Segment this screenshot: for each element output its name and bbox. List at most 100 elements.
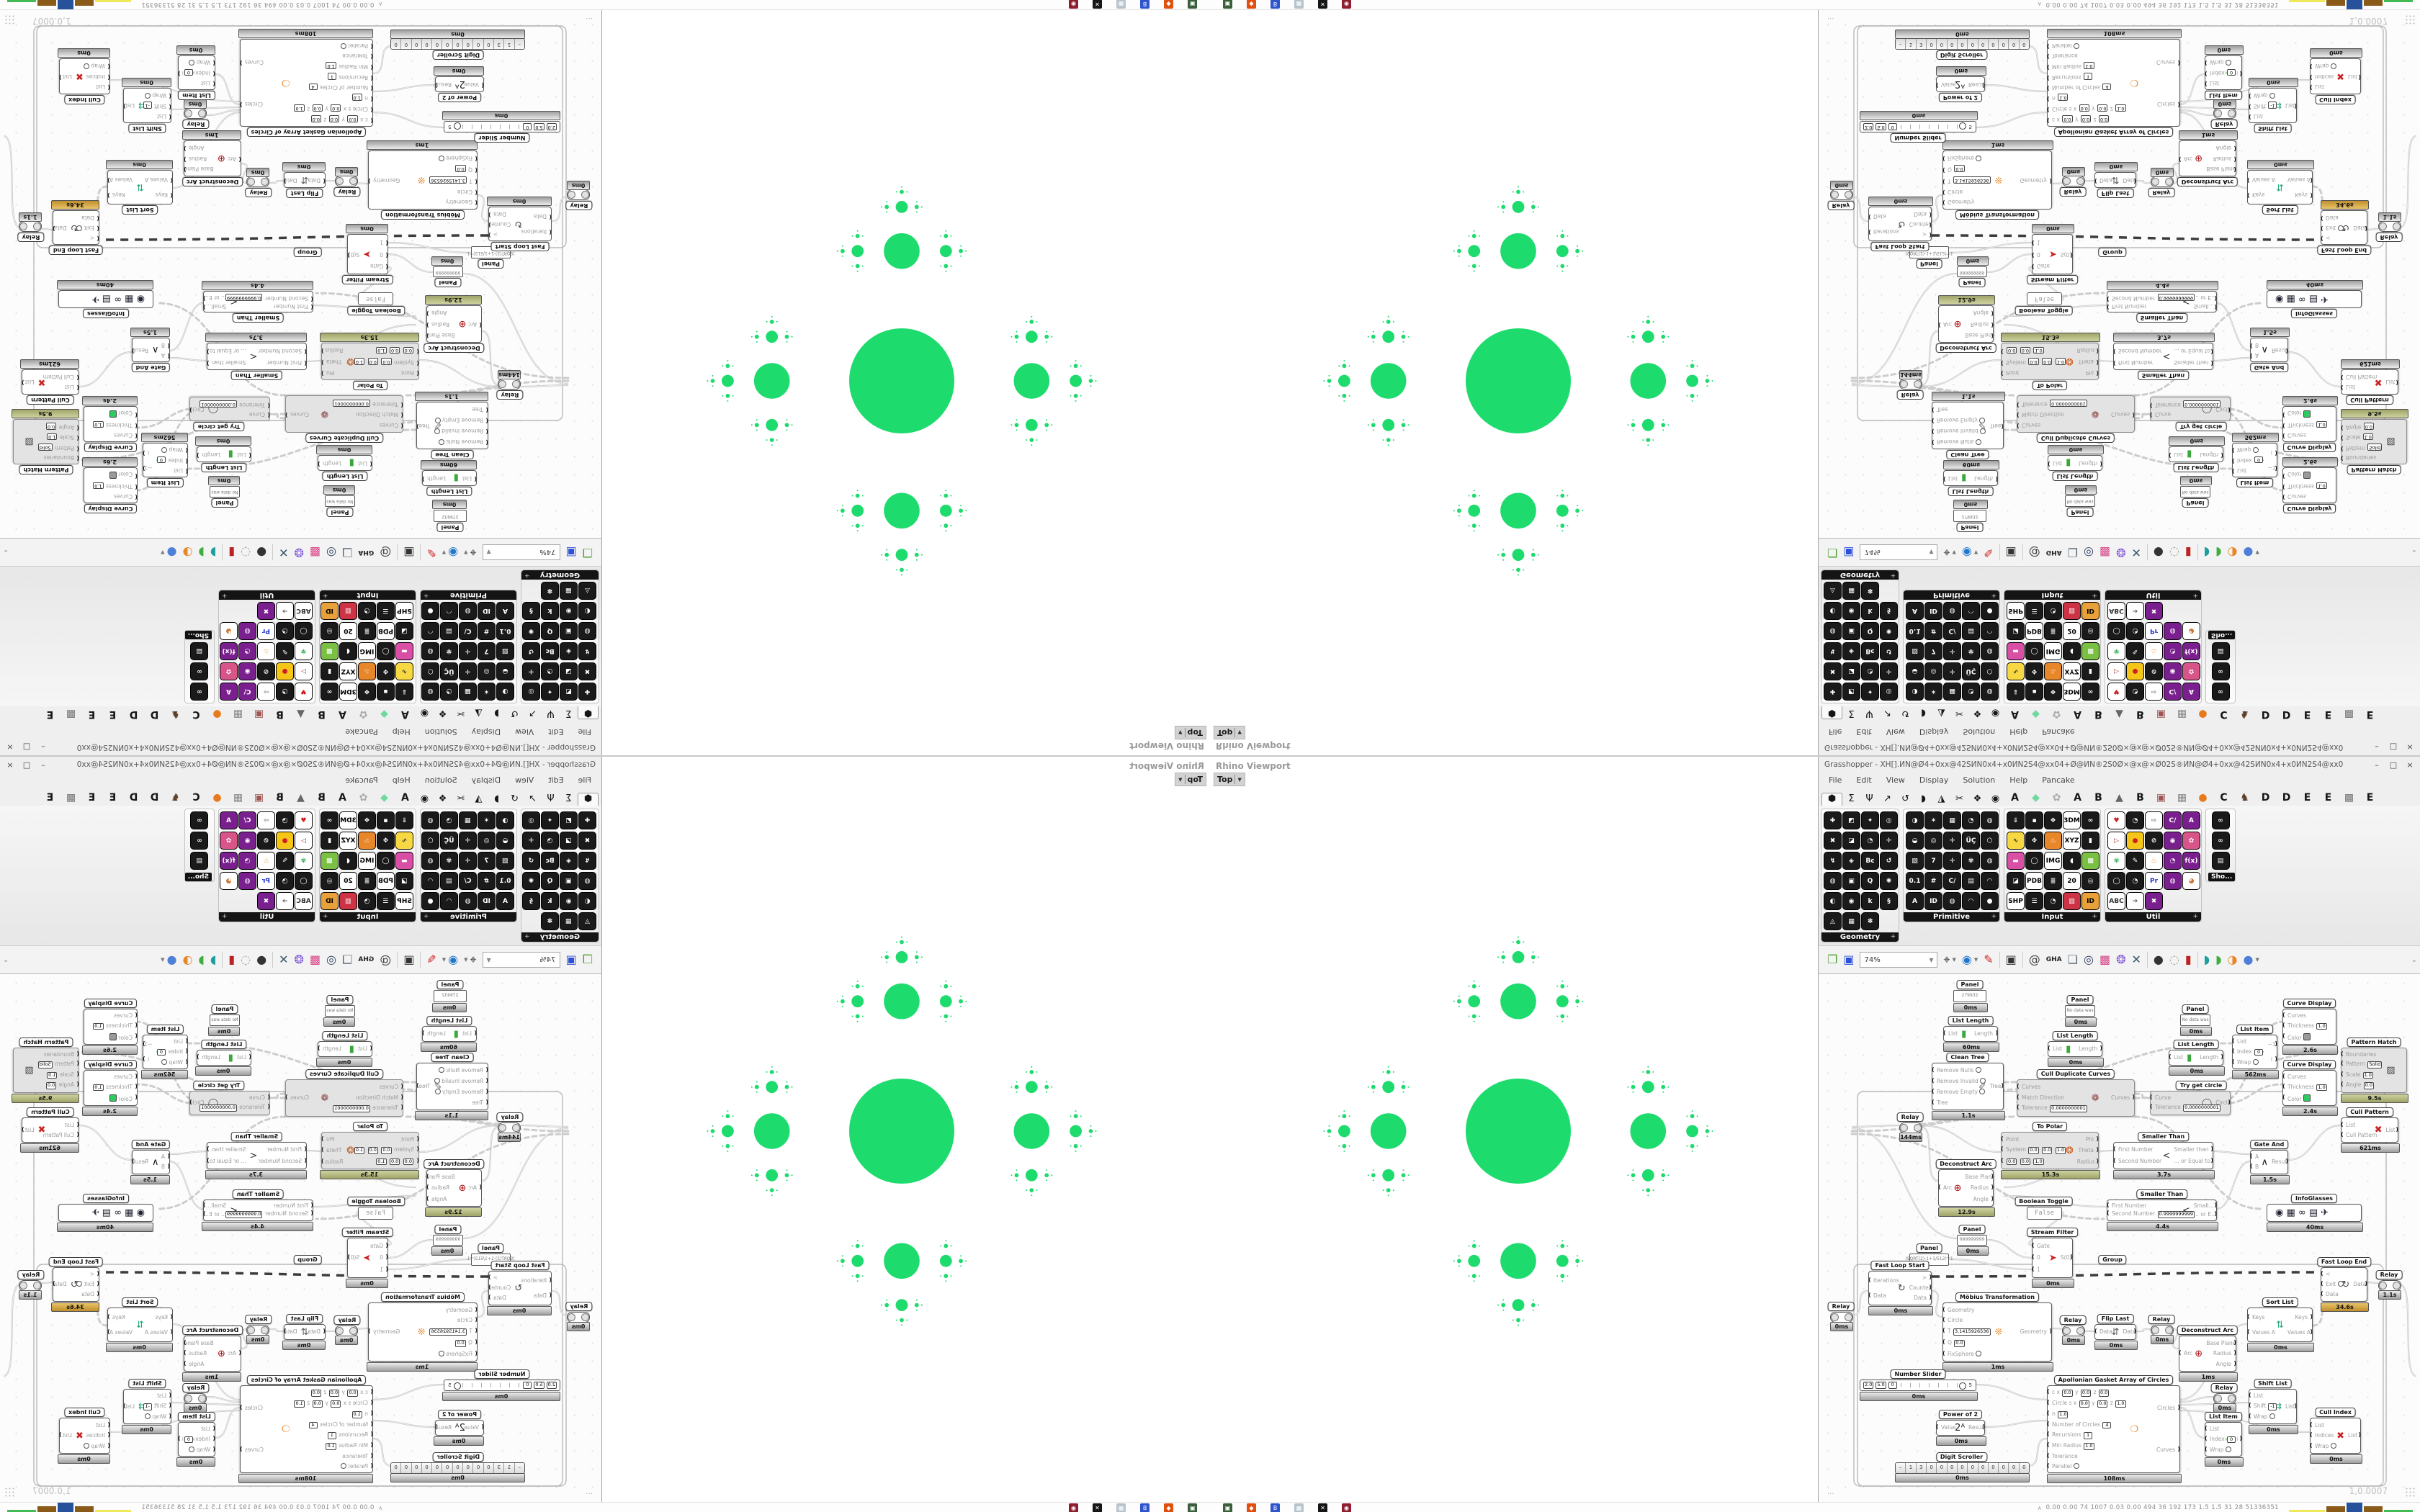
input-param[interactable]: Arc	[1943, 320, 1952, 328]
tab-intersect[interactable]: ✂	[457, 708, 465, 719]
palette-header-util[interactable]: Util +	[2105, 912, 2201, 922]
output-param[interactable]: S(0)	[349, 1254, 359, 1261]
input-param[interactable]: Wrap	[189, 59, 210, 66]
input-param[interactable]: Q 0.0	[429, 165, 472, 173]
component-icon[interactable]: 0.1	[1906, 622, 1924, 640]
component-icon[interactable]: ◔	[238, 642, 256, 660]
output-param[interactable]: Phi	[2077, 1135, 2099, 1143]
node-label[interactable]: Number Slider	[1890, 1369, 1946, 1379]
input-param[interactable]: Curves	[2287, 432, 2316, 438]
output-param[interactable]: i	[148, 1056, 152, 1063]
relay-node[interactable]	[2151, 1325, 2174, 1336]
output-param[interactable]: List	[2386, 1126, 2399, 1133]
component-icon[interactable]: ▦	[560, 582, 578, 600]
component-infoglasses[interactable]: ◉ ▦ ∞ ▤ ✈	[58, 1204, 153, 1222]
output-param[interactable]: Theta	[326, 1147, 343, 1153]
component-flip-last[interactable]: Data⇵Data	[284, 172, 326, 188]
output-param[interactable]: −1	[2268, 1040, 2279, 1048]
component-shift-list[interactable]: ListShift -1Wrap ⇉List	[2249, 1389, 2297, 1424]
component-icon[interactable]: ✦	[541, 811, 559, 829]
output-param[interactable]: Keys	[2287, 1313, 2313, 1320]
tab-surface[interactable]: ◗	[1921, 793, 1926, 804]
show-panel-icon[interactable]: ∞	[190, 811, 209, 829]
input-param[interactable]: c x 0.0 y 0.0 z 0.0	[2047, 1388, 2127, 1397]
component-icon[interactable]: IMG	[2044, 852, 2062, 870]
toolbar-icon-18[interactable]: ◌	[241, 953, 251, 966]
slider-setting[interactable]: 0	[1888, 123, 1897, 130]
component-icon[interactable]: ✚	[1824, 683, 1842, 701]
input-param[interactable]: <	[82, 234, 94, 241]
component-icon[interactable]: 3DM	[339, 811, 357, 829]
input-param[interactable]: Scale 1.0	[2341, 1071, 2383, 1079]
input-param[interactable]: Curves	[2017, 1083, 2088, 1090]
component-icon[interactable]: ◑	[496, 683, 514, 701]
input-param[interactable]: Index 0	[2210, 68, 2236, 76]
component-icon[interactable]: ◩	[560, 683, 578, 701]
node-label[interactable]: Panel	[1956, 980, 1984, 989]
output-param[interactable]: Curves	[2156, 58, 2175, 66]
output-param[interactable]: Values A	[109, 1329, 133, 1336]
component-icon[interactable]: ▪	[377, 683, 395, 701]
plugin-tab-10[interactable]: C	[192, 792, 200, 804]
input-param[interactable]: Data	[2099, 176, 2112, 184]
input-param[interactable]: Curve	[222, 411, 265, 418]
component-icon[interactable]: ◍	[1981, 642, 1999, 660]
component-icon[interactable]: ◎	[478, 662, 496, 680]
component-deconstruct-arc[interactable]: Arc⊕Base PlaneRadiusAngle	[2179, 1336, 2236, 1372]
input-param[interactable]: Values A	[2247, 1328, 2275, 1336]
taskbar-app-icon-3[interactable]: ▦	[1294, 1503, 1304, 1512]
taskbar-app-icon-2[interactable]: B	[1270, 0, 1280, 9]
component-icon[interactable]: ◍	[1824, 622, 1842, 640]
component-icon[interactable]: #	[478, 622, 496, 640]
plugin-tab-15[interactable]: E	[2324, 792, 2332, 804]
taskbar-app-icon-1[interactable]: ◆	[1247, 0, 1256, 9]
node-label[interactable]: Relay	[17, 1270, 45, 1279]
component-smaller-than[interactable]: First NumberSecond Number<Smaller than..…	[207, 343, 307, 370]
component-icon[interactable]: ⇓	[395, 683, 413, 701]
component-icon[interactable]: ◠	[1981, 872, 1999, 890]
node-label[interactable]: Relay	[496, 390, 524, 400]
component-icon[interactable]: ♨	[2145, 852, 2163, 870]
input-param[interactable]: Circle s x 0.0 y 0.0 z 1.0	[2047, 1399, 2127, 1408]
plugin-tab-8[interactable]: ▦	[233, 708, 243, 720]
plugin-tab-5[interactable]: ▲	[297, 708, 305, 720]
component-cull-duplicate-curves[interactable]: CurvesMatch DirectionTolerance 0.0000000…	[285, 1079, 403, 1117]
plugin-tab-5[interactable]: ▲	[2115, 792, 2123, 804]
input-param[interactable]: List	[2254, 112, 2270, 120]
input-param[interactable]: List	[1948, 474, 1958, 482]
node-label[interactable]: Digit Scroller	[1935, 50, 1988, 60]
component-icon[interactable]: ☰	[2025, 892, 2043, 910]
tab-transform[interactable]: ❖	[1973, 793, 1982, 804]
component-icon[interactable]: ◪	[2007, 872, 2025, 890]
component-icon[interactable]: ▨	[1906, 642, 1924, 660]
node-label[interactable]: Cull Index	[64, 95, 105, 104]
component-icon[interactable]: ∞	[2081, 811, 2099, 829]
output-param[interactable]: Radius	[325, 347, 343, 354]
node-label[interactable]: Apollonian Gasket Array of Circles	[246, 1375, 367, 1385]
output-param[interactable]: ... or Equal to	[210, 347, 246, 354]
output-param[interactable]: Smaller than	[212, 359, 246, 366]
input-param[interactable]: Circle	[429, 188, 472, 195]
panel-node[interactable]: 999999999	[1957, 266, 1987, 277]
toolbar-icon-4[interactable]: ◉	[1961, 953, 1972, 966]
digit-cell[interactable]: 0	[432, 39, 443, 49]
tab-curve[interactable]: ↺	[511, 708, 519, 719]
relay-node[interactable]	[1830, 189, 1853, 200]
component-icon[interactable]: ✛	[522, 832, 540, 850]
component-icon[interactable]: ◠	[421, 622, 439, 640]
output-param[interactable]: Geometry	[2020, 176, 2047, 184]
menu-file[interactable]: File	[1829, 727, 1842, 737]
component-icon[interactable]: ◠	[1962, 892, 1980, 910]
output-param[interactable]: Length	[323, 1045, 341, 1052]
component-icon[interactable]: ◈	[560, 642, 578, 660]
component-icon[interactable]: ➔	[276, 602, 294, 620]
component-icon[interactable]: ✛	[1880, 662, 1898, 680]
input-param[interactable]: Point	[358, 369, 414, 377]
input-param[interactable]: Circle s x 0.0 y 0.0 z 1.0	[2052, 104, 2127, 112]
relay-node[interactable]	[2062, 1326, 2085, 1336]
show-panel-icon[interactable]: ▤	[2211, 852, 2230, 870]
tab-surface[interactable]: ◗	[494, 793, 499, 804]
output-param[interactable]: Smaller than	[212, 1146, 246, 1153]
component-icon[interactable]: ▪	[377, 811, 395, 829]
plugin-tab-12[interactable]: D	[150, 708, 159, 720]
